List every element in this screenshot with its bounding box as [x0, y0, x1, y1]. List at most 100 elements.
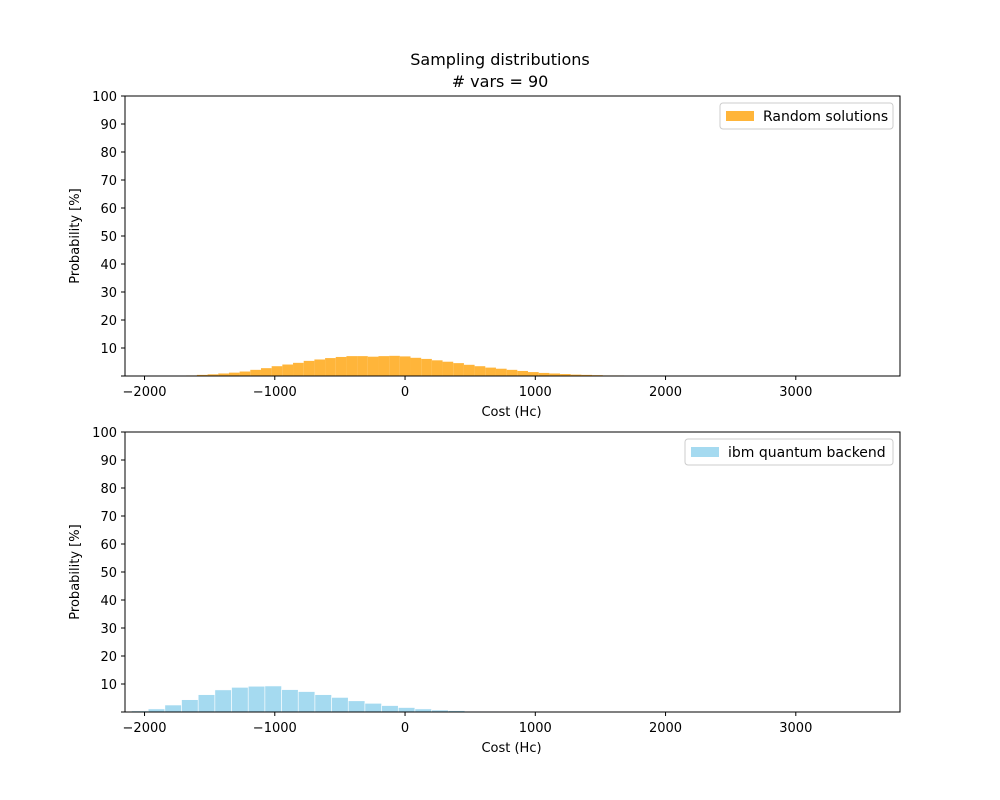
x-tick-label: 0 — [401, 721, 409, 736]
y-tick-label: 30 — [100, 622, 117, 637]
histogram-bar — [297, 691, 316, 713]
histogram-bar — [164, 704, 182, 713]
legend-swatch — [726, 111, 754, 121]
figure-subtitle: # vars = 90 — [451, 72, 549, 91]
y-tick-label: 50 — [100, 566, 117, 581]
histogram-bar — [364, 703, 382, 713]
histogram-bar — [239, 371, 251, 376]
axes-frame — [124, 431, 901, 713]
y-tick-label: 90 — [100, 118, 117, 133]
histogram-bar — [442, 361, 454, 376]
histogram-bar — [314, 359, 326, 376]
histogram-bar — [549, 373, 561, 376]
histogram-bar — [495, 368, 507, 376]
x-tick-label: −2000 — [123, 721, 167, 736]
histogram-bar — [410, 357, 422, 376]
y-tick-label: 20 — [100, 314, 117, 329]
histogram-bar — [260, 368, 272, 376]
y-tick-label: 80 — [100, 482, 117, 497]
histogram-bar — [331, 697, 349, 713]
histogram-bar — [264, 685, 282, 713]
histogram-bar — [228, 372, 240, 376]
y-tick-label: 10 — [100, 342, 117, 357]
histogram-bar — [196, 374, 208, 376]
x-tick-label: 2000 — [649, 385, 682, 400]
y-tick-label: 80 — [100, 146, 117, 161]
x-tick-label: −1000 — [253, 385, 297, 400]
histogram-bar — [197, 694, 216, 713]
y-axis-label: Probability [%] — [68, 524, 83, 619]
histogram-bar — [431, 360, 443, 376]
subplot-bottom: −2000 −1000 0 1000 2000 3000 10 20 30 40 50 60 70 80 9… — [68, 426, 901, 756]
histogram-bar — [218, 373, 229, 376]
histogram-bar — [474, 366, 486, 376]
histogram-bar — [335, 356, 347, 376]
histogram-bar — [231, 687, 249, 713]
histogram-bar — [570, 374, 582, 376]
histogram-bar — [381, 705, 399, 713]
histogram-bar — [271, 366, 283, 376]
histogram-bar — [389, 355, 400, 376]
series-bottom-bars — [131, 685, 516, 713]
histogram-bar — [538, 372, 550, 376]
histogram-bar — [214, 689, 232, 713]
histogram-bar — [293, 362, 304, 376]
histogram-bar — [397, 707, 416, 713]
y-tick-label: 60 — [100, 538, 117, 553]
histogram-bar — [347, 700, 366, 713]
histogram-bar — [357, 356, 368, 376]
histogram-bar — [181, 699, 199, 713]
legend-label: ibm quantum backend — [728, 445, 886, 461]
histogram-bar — [281, 689, 299, 713]
legend: ibm quantum backend — [684, 438, 894, 466]
histogram-bar — [560, 374, 571, 376]
histogram-bar — [453, 363, 464, 376]
y-tick-label: 40 — [100, 258, 117, 273]
x-tick-label: −1000 — [253, 721, 297, 736]
y-tick-label: 20 — [100, 650, 117, 665]
histogram-bar — [367, 356, 379, 376]
histogram-bar — [314, 694, 332, 713]
subplot-top: −2000 −1000 0 1000 2000 3000 10 20 30 40 50 60 70 80 9… — [68, 90, 901, 420]
legend-label: Random solutions — [763, 109, 888, 125]
y-tick-label: 60 — [100, 202, 117, 217]
histogram-bar — [378, 356, 390, 376]
histogram-bar — [517, 370, 528, 376]
x-tick-label: −2000 — [123, 385, 167, 400]
histogram-bar — [303, 360, 315, 376]
y-tick-label: 70 — [100, 510, 117, 525]
histogram-bar — [528, 372, 539, 376]
y-tick-label: 90 — [100, 454, 117, 469]
histogram-bar — [325, 358, 336, 376]
histogram-bar — [485, 367, 496, 376]
x-tick-label: 1000 — [519, 721, 552, 736]
x-tick-label: 3000 — [779, 385, 812, 400]
legend-frame — [684, 438, 894, 466]
histogram-bar — [421, 358, 432, 376]
legend: Random solutions — [719, 102, 894, 130]
x-axis-label: Cost (Hc) — [481, 405, 541, 420]
figure-title: Sampling distributions — [410, 50, 590, 69]
y-tick-label: 50 — [100, 230, 117, 245]
y-axis-label: Probability [%] — [68, 188, 83, 283]
y-tick-label: 70 — [100, 174, 117, 189]
histogram-bar — [463, 364, 475, 376]
histogram-bar — [250, 369, 261, 376]
y-tick-label: 10 — [100, 678, 117, 693]
legend-swatch — [691, 447, 719, 457]
histogram-bar — [399, 356, 411, 376]
x-tick-label: 2000 — [649, 721, 682, 736]
y-tick-label: 100 — [92, 90, 117, 105]
histogram-bar — [207, 374, 219, 376]
legend-frame — [719, 102, 894, 130]
histogram-bar — [581, 374, 593, 376]
x-axis-label: Cost (Hc) — [481, 741, 541, 756]
axes-frame — [124, 95, 901, 377]
series-top-bars — [186, 355, 678, 376]
y-tick-label: 30 — [100, 286, 117, 301]
y-tick-label: 100 — [92, 426, 117, 441]
histogram-bar — [247, 685, 266, 713]
x-tick-label: 3000 — [779, 721, 812, 736]
histogram-bar — [346, 356, 358, 376]
